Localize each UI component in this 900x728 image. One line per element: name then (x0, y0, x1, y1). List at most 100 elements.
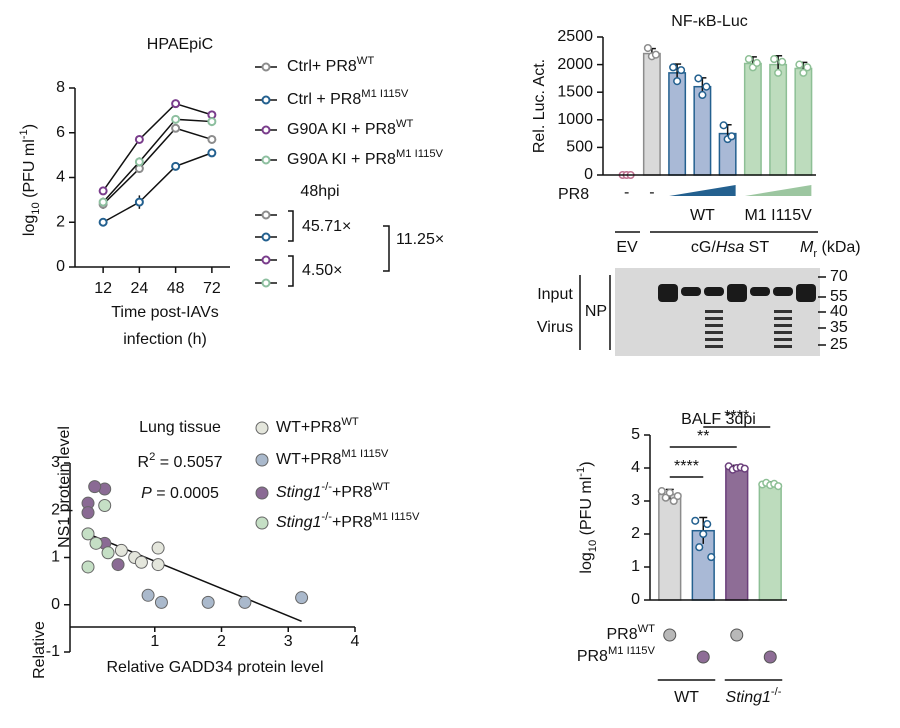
y-tick-label: 2 (56, 213, 65, 230)
data-point (774, 68, 783, 77)
bar (725, 467, 749, 601)
legend-label: Sting1-/-+PR8M1 I115V (276, 511, 420, 531)
y-axis-label: Relative (31, 621, 48, 679)
legend-marker (261, 125, 271, 135)
condition-label: PR8WT (606, 623, 655, 643)
data-point (98, 186, 108, 196)
genotype-label-part: Sting1 (726, 689, 771, 706)
legend-label-part: WT (357, 55, 375, 67)
y-tick-label: 3 (51, 454, 60, 471)
y-tick-label: 3 (631, 492, 640, 509)
data-point (744, 55, 753, 64)
data-point (151, 558, 165, 572)
data-point (201, 595, 215, 609)
blot-band (727, 284, 747, 302)
annotation: P = 0.0005 (141, 485, 219, 502)
legend-label-part: M1 I115V (396, 148, 444, 160)
legend-label-part: WT+PR8 (276, 419, 341, 436)
significance-label: ** (697, 428, 709, 445)
data-point (207, 117, 217, 127)
blot-band (796, 284, 816, 302)
blot-band (773, 287, 793, 296)
legend-label: Sting1-/-+PR8WT (276, 481, 390, 501)
annotation-part: R (138, 454, 150, 471)
data-point (134, 157, 144, 167)
legend-label-part: M1 I115V (341, 448, 389, 460)
annotation: 11.25× (396, 231, 444, 248)
legend-label-part: WT (396, 118, 414, 130)
data-point (795, 60, 804, 69)
data-point (111, 558, 125, 572)
series-line (102, 118, 212, 203)
data-point (803, 63, 812, 72)
y-axis-label: Rel. Luc. Act. (531, 59, 548, 153)
blot-smear (705, 310, 723, 313)
data-point (778, 57, 787, 66)
legend-marker (261, 62, 271, 72)
row-label: PR8 (558, 186, 589, 203)
legend-marker (255, 486, 269, 500)
condition-marker (663, 628, 677, 642)
legend-marker (261, 210, 271, 220)
y-axis-label-part: ) (578, 461, 595, 466)
data-point (154, 595, 168, 609)
condition-marker (696, 650, 710, 664)
x-tick-label: 48 (167, 280, 185, 297)
legend-label-part: M1 I115V (372, 511, 420, 523)
x-tick-label: 1 (150, 633, 159, 650)
y-tick-label: 500 (566, 139, 593, 156)
y-tick-label: 4 (56, 169, 65, 186)
data-point (238, 595, 252, 609)
legend-label: G90A KI + PR8M1 I115V (287, 148, 444, 168)
y-axis-label-part: (PFU ml (21, 139, 38, 202)
annotation-part: P (141, 485, 152, 502)
bar (758, 483, 782, 601)
data-point (98, 217, 108, 227)
blot-band (750, 287, 770, 296)
data-point (702, 82, 711, 91)
lane-label: cG/Hsa ST (691, 239, 769, 256)
blot-smear (705, 317, 723, 320)
legend-label: WT+PR8M1 I115V (276, 448, 389, 468)
legend-marker (255, 421, 269, 435)
marker-label: 35 (830, 319, 848, 336)
data-point (171, 114, 181, 124)
legend-label: Ctrl + PR8M1 I115V (287, 88, 409, 108)
x-tick-label: 3 (284, 633, 293, 650)
y-tick-label: 1 (631, 558, 640, 575)
sample-label: Input (537, 286, 573, 303)
y-axis-label-part: 10 (30, 202, 42, 214)
y-axis-label: log10 (PFU ml-1) (18, 124, 42, 236)
y-tick-label: 2000 (557, 56, 593, 73)
data-point (89, 536, 103, 550)
legend-marker (255, 453, 269, 467)
annotation-part: 2 (149, 451, 155, 463)
data-point (703, 520, 712, 529)
x-axis-label: Relative GADD34 protein level (107, 659, 324, 676)
data-point (691, 516, 700, 525)
legend-label-part: Sting1 (276, 484, 321, 501)
blot-band (658, 284, 678, 302)
blot-smear (774, 317, 792, 320)
data-point (643, 43, 652, 53)
series-line (102, 127, 213, 205)
data-point (295, 591, 309, 605)
bar (668, 72, 687, 176)
lane-label-part: cG/ (691, 239, 716, 256)
condition-marker (730, 628, 744, 642)
y-tick-label: 1000 (557, 111, 593, 128)
bar (769, 63, 788, 176)
legend-label-part: +PR8 (332, 484, 373, 501)
annotation: 48hpi (300, 183, 339, 200)
lane-label-part: Hsa (716, 239, 745, 256)
legend-label: Ctrl+ PR8WT (287, 55, 374, 75)
x-tick-label: 2 (217, 633, 226, 650)
y-axis-label-part: log (21, 215, 38, 236)
data-point (651, 50, 660, 59)
data-point (101, 546, 115, 560)
data-point (98, 499, 112, 513)
legend-label-part: G90A KI + PR8 (287, 121, 396, 138)
y-tick-label: 2 (631, 525, 640, 542)
lane-label: EV (616, 239, 638, 256)
